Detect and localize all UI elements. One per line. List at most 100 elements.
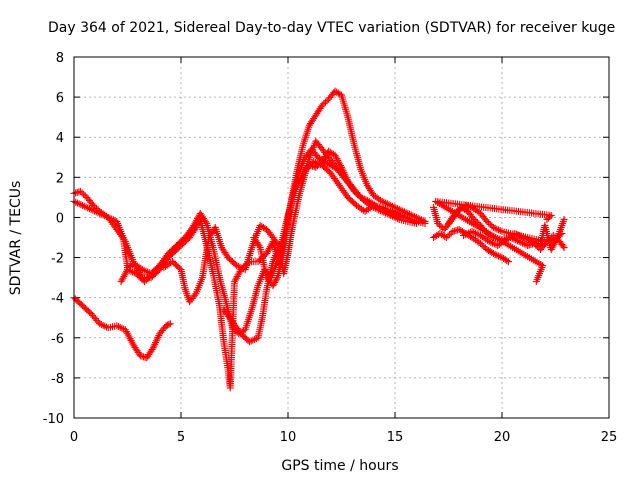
data-point-marker (480, 243, 488, 251)
data-point-marker (245, 338, 253, 346)
data-point-marker (409, 212, 417, 220)
data-point-marker (251, 335, 259, 343)
data-point-marker (517, 238, 525, 246)
data-point-marker (513, 230, 521, 238)
data-point-marker (80, 190, 88, 198)
data-point-marker (446, 230, 454, 238)
x-tick-label: 10 (280, 430, 297, 445)
data-point-marker (368, 203, 376, 211)
data-point-marker (124, 266, 131, 274)
data-point-marker (493, 225, 501, 233)
data-point-marker (151, 340, 159, 348)
data-point-marker (491, 250, 499, 258)
data-point-marker (147, 272, 155, 280)
data-point-marker (390, 209, 398, 217)
data-point-marker (320, 100, 328, 108)
data-point-marker (96, 320, 104, 328)
y-tick-label: 6 (56, 91, 64, 106)
data-point-marker (513, 237, 521, 245)
data-point-marker (80, 202, 88, 210)
data-point-marker (434, 219, 442, 227)
data-point-marker (523, 235, 531, 243)
data-point-marker (121, 326, 129, 334)
data-point-marker (81, 192, 89, 200)
y-tick-label: -8 (51, 372, 64, 387)
data-point-marker (85, 205, 93, 213)
data-point-marker (94, 209, 102, 217)
data-point-marker (412, 213, 420, 221)
data-point-marker (357, 193, 365, 201)
data-point-marker (482, 216, 490, 224)
data-point-marker (394, 205, 402, 213)
data-point-marker (387, 207, 395, 215)
plot-frame (73, 56, 610, 419)
data-point-marker (142, 267, 150, 275)
data-point-marker (378, 203, 386, 211)
data-point-marker (272, 275, 280, 283)
data-point-marker (75, 200, 83, 208)
data-point-marker (127, 336, 135, 344)
series-track-4 (160, 137, 399, 306)
data-point-marker (495, 252, 503, 260)
data-point-marker (486, 220, 494, 228)
data-point-marker (149, 270, 157, 278)
data-point-marker (397, 206, 405, 214)
data-point-marker (149, 344, 157, 352)
data-point-marker (416, 215, 424, 223)
data-point-marker (388, 208, 396, 216)
y-tick-label: -4 (51, 292, 64, 307)
data-point-marker (109, 216, 117, 224)
data-point-marker (473, 230, 481, 238)
data-point-marker (150, 342, 158, 350)
data-point-marker (152, 267, 160, 275)
data-point-marker (152, 337, 160, 345)
grid (74, 57, 609, 418)
data-point-marker (518, 233, 526, 241)
data-point-marker (191, 291, 199, 299)
data-point-marker (560, 244, 568, 252)
data-point-marker (471, 229, 479, 237)
data-point-marker (516, 232, 524, 240)
data-point-marker (400, 208, 408, 216)
data-point-marker (388, 202, 396, 210)
y-tick-label: 4 (56, 131, 64, 146)
data-point-marker (73, 199, 81, 207)
data-point-marker (99, 211, 107, 219)
data-point-marker (271, 278, 279, 286)
data-point-marker (514, 231, 522, 239)
data-point-marker (321, 98, 329, 106)
data-point-marker (419, 217, 427, 225)
data-point-marker (165, 320, 173, 328)
data-point-marker (483, 217, 491, 225)
y-tick-label: 8 (56, 51, 64, 66)
data-point-marker (313, 159, 321, 167)
data-point-marker (96, 209, 104, 217)
data-point-marker (358, 194, 366, 202)
data-point-marker (553, 235, 561, 243)
data-point-marker (125, 333, 133, 341)
data-point-marker (89, 206, 97, 214)
data-point-marker (459, 231, 467, 239)
data-point-marker (192, 223, 200, 231)
data-point-marker (128, 338, 136, 346)
data-point-marker (404, 209, 412, 217)
data-point-marker (76, 187, 84, 195)
data-point-marker (92, 208, 100, 216)
data-point-marker (78, 189, 86, 197)
y-axis-label: SDTVAR / TECUs (8, 181, 24, 296)
series-track-7 (117, 223, 200, 286)
data-point-marker (152, 339, 160, 347)
data-point-marker (104, 213, 112, 221)
data-point-marker (116, 323, 124, 331)
data-point-marker (255, 242, 263, 250)
data-point-marker (395, 205, 403, 213)
data-point-marker (493, 251, 501, 259)
x-tick-label: 5 (177, 430, 185, 445)
data-point-marker (504, 258, 512, 266)
data-point-marker (122, 328, 130, 336)
data-point-marker (463, 230, 471, 238)
data-point-marker (123, 329, 131, 337)
data-point-marker (129, 268, 137, 276)
data-points (70, 87, 568, 392)
data-point-marker (491, 224, 499, 232)
